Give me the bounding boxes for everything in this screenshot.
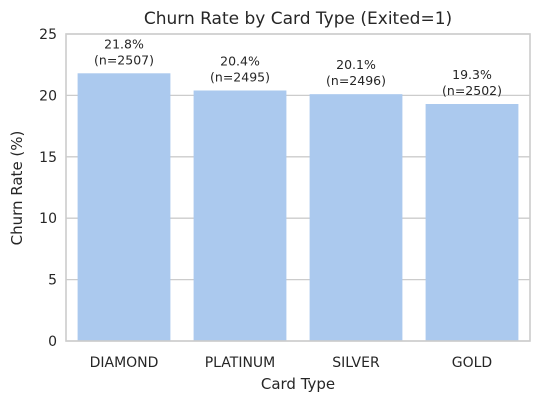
x-tick-label: GOLD (452, 355, 492, 371)
bar-gold (425, 103, 519, 341)
data-label-count: (n=2495) (210, 69, 270, 84)
data-label-percent: 21.8% (104, 36, 144, 51)
y-tick-label: 0 (48, 334, 57, 350)
bar-diamond (77, 73, 171, 342)
bars (77, 73, 519, 342)
y-tick-labels: 0 5 10 15 20 25 (39, 27, 57, 350)
data-label-percent: 19.3% (452, 67, 492, 82)
y-tick-label: 10 (39, 211, 57, 227)
x-tick-label: PLATINUM (205, 355, 276, 371)
x-tick-label: SILVER (332, 355, 380, 371)
x-tick-label: DIAMOND (90, 355, 159, 371)
y-tick-label: 5 (48, 273, 57, 289)
data-label-count: (n=2496) (326, 73, 386, 88)
plot-frame (65, 33, 531, 342)
y-tick-label: 15 (39, 150, 57, 166)
y-tick-label: 25 (39, 27, 57, 43)
x-tick-labels: DIAMOND PLATINUM SILVER GOLD (90, 355, 493, 371)
data-labels: 21.8%(n=2507) 20.4%(n=2495) 20.1%(n=2496) 1… (94, 36, 502, 98)
bar-platinum (193, 90, 287, 341)
bar-silver (309, 94, 403, 341)
chart-title: Churn Rate by Card Type (Exited=1) (144, 9, 452, 29)
data-label-count: (n=2507) (94, 52, 154, 67)
y-tick-label: 20 (39, 88, 57, 104)
data-label-count: (n=2502) (442, 83, 502, 98)
y-axis-label: Churn Rate (%) (8, 131, 26, 246)
x-axis-label: Card Type (261, 375, 335, 393)
data-label-percent: 20.4% (220, 53, 260, 68)
data-label-percent: 20.1% (336, 57, 376, 72)
